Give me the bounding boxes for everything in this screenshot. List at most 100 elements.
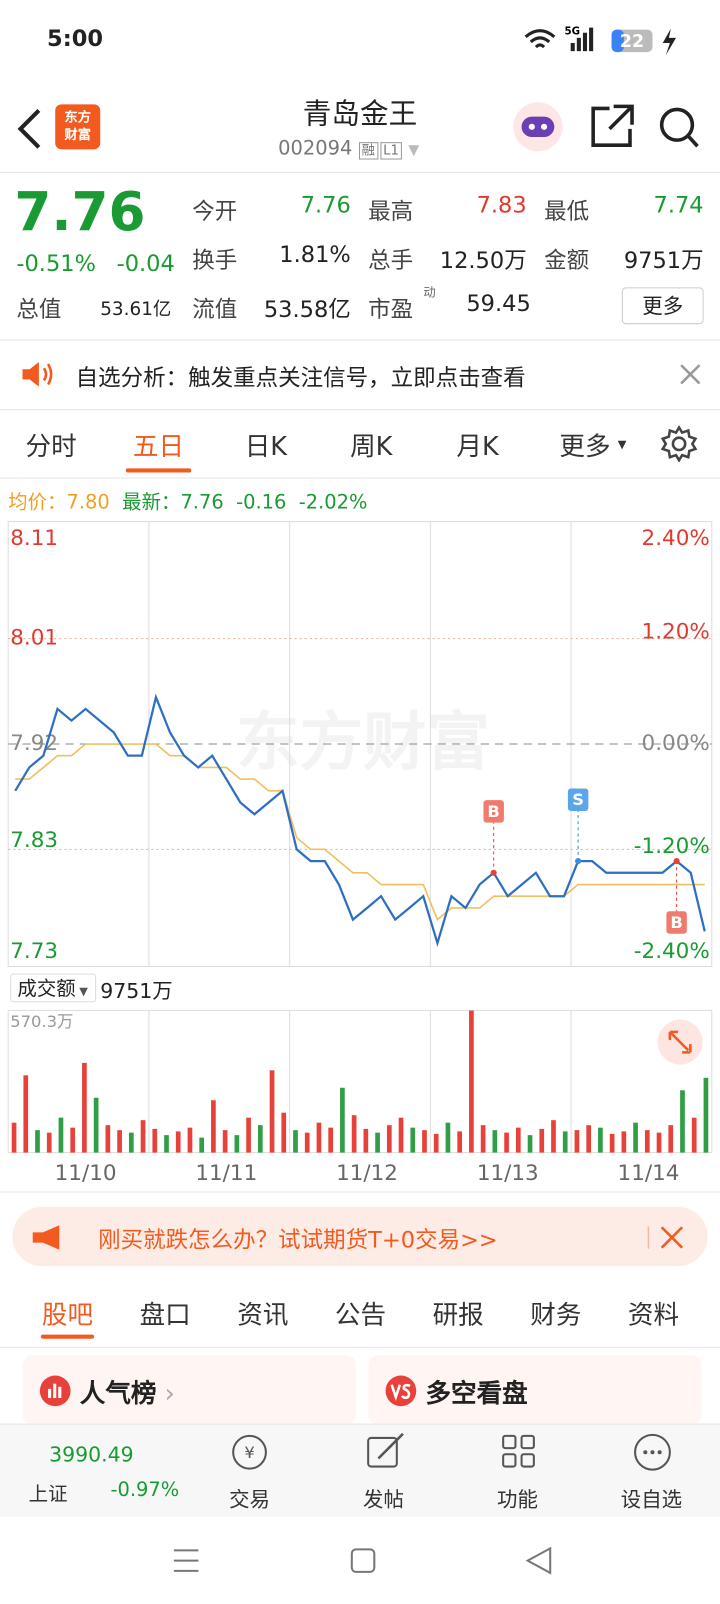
card-title[interactable]: 人气榜 › <box>79 1378 175 1409</box>
field-label: 最低 <box>544 199 590 225</box>
volume-bar <box>469 1010 474 1153</box>
index-name[interactable]: 上证 <box>28 1482 68 1506</box>
volume-bar <box>668 1125 674 1153</box>
volume-bar <box>480 1125 486 1153</box>
index-value[interactable]: 3990.49 <box>49 1442 134 1467</box>
field-value: 7.74 <box>653 193 704 219</box>
logo-text: 东方 <box>64 110 92 126</box>
chart-tab[interactable]: 分时 <box>25 431 77 462</box>
volume-bar <box>598 1127 603 1153</box>
close-notice[interactable] <box>679 363 701 385</box>
field-sup: 动 <box>423 285 436 300</box>
trade-marker <box>567 788 589 811</box>
volume-bar <box>609 1133 615 1153</box>
trade-marker <box>483 800 504 823</box>
volume-bar <box>551 1120 556 1153</box>
rank-icon <box>39 1375 71 1407</box>
volume-bar <box>316 1122 322 1153</box>
volume-bar <box>199 1137 205 1153</box>
nav-item[interactable]: 交易 <box>229 1487 270 1512</box>
volume-bar <box>656 1132 662 1153</box>
volume-bar <box>680 1090 685 1153</box>
y2-tick-label: 0.00% <box>642 731 710 756</box>
chart-tab[interactable]: 周K <box>350 431 393 462</box>
field-label: 今开 <box>192 199 238 225</box>
index-change[interactable]: -0.97% <box>110 1478 180 1502</box>
volume-bar <box>574 1130 580 1153</box>
card-title[interactable]: 多空看盘 <box>425 1378 528 1409</box>
sub-tab[interactable]: 研报 <box>432 1299 484 1330</box>
sub-tab[interactable]: 资讯 <box>237 1299 289 1330</box>
back-button[interactable] <box>14 106 45 151</box>
nav-item[interactable]: 设自选 <box>620 1487 683 1512</box>
sub-tab[interactable]: 公告 <box>334 1299 387 1330</box>
close-ad[interactable] <box>644 1223 685 1252</box>
y-tick-label: 7.92 <box>10 731 58 756</box>
volume-bar <box>375 1132 380 1153</box>
card[interactable] <box>368 1355 702 1425</box>
ad-banner[interactable] <box>12 1206 708 1267</box>
field-value: 1.81% <box>279 242 351 268</box>
volume-bar <box>35 1130 40 1153</box>
volume-bar <box>11 1122 17 1153</box>
card-title-text: 人气榜 <box>79 1378 157 1409</box>
volume-bar <box>515 1127 521 1153</box>
field-label: 流值 <box>192 297 238 324</box>
volume-bar <box>234 1135 240 1153</box>
volume-bar <box>46 1132 52 1153</box>
volume-bar <box>93 1097 99 1153</box>
chart-tab[interactable]: 月K <box>456 431 499 462</box>
tab-indicator <box>40 1334 95 1339</box>
volume-bar <box>527 1135 533 1153</box>
notice-text[interactable]: 自选分析：触发重点关注信号，立即点击查看 <box>75 366 526 392</box>
y-tick-label: 8.11 <box>10 526 58 551</box>
volume-bar <box>304 1132 310 1153</box>
nav-item[interactable]: 发帖 <box>363 1487 404 1512</box>
volume-selector[interactable]: 成交额 ▼ <box>10 973 97 1003</box>
volume-bar <box>410 1127 416 1153</box>
sub-tab[interactable]: 财务 <box>530 1299 582 1330</box>
intraday-chart: 东方财富 8.11 8.01 7.92 7.83 7.73 2.40% 1.20% 0.00%… <box>7 521 713 1186</box>
x-tick-label: 11/14 <box>618 1161 680 1186</box>
svg-text:¥: ¥ <box>244 1443 254 1462</box>
expand-button[interactable] <box>657 1019 704 1066</box>
latest-pct: -2.02% <box>298 490 368 514</box>
y2-tick-label: 1.20% <box>642 620 710 645</box>
card[interactable] <box>22 1355 356 1425</box>
avg-label: 均价： <box>8 490 67 514</box>
volume-bar <box>269 1070 275 1153</box>
y-tick-label: 7.83 <box>10 828 58 853</box>
volume-bar <box>586 1125 592 1153</box>
header-icons[interactable] <box>511 100 705 153</box>
last-price: 7.76 <box>14 182 146 244</box>
chart-tab[interactable]: 日K <box>244 431 288 462</box>
volume-bar <box>105 1125 111 1153</box>
nav-item[interactable]: 功能 <box>497 1487 538 1512</box>
chart-tab[interactable]: 更多 <box>559 431 611 462</box>
volume-bar <box>386 1125 392 1153</box>
sub-tab[interactable]: 盘口 <box>139 1299 191 1330</box>
marker-dot <box>490 869 497 876</box>
field-value: 7.83 <box>476 193 527 219</box>
settings-icon[interactable] <box>660 425 698 463</box>
tab-indicator <box>125 468 192 473</box>
more-button[interactable]: 更多 <box>621 287 704 325</box>
stock-code-row: 002094 融 L1 ▼ <box>278 137 420 160</box>
volume-bar <box>492 1130 498 1153</box>
clock: 5:00 <box>47 26 104 53</box>
volume-bar <box>23 1075 29 1153</box>
volume-bar <box>257 1125 263 1153</box>
nav-icons: ¥ <box>232 1432 671 1471</box>
sub-tab[interactable]: 股吧 <box>41 1299 94 1330</box>
sub-tab[interactable]: 资料 <box>627 1299 680 1330</box>
field-value: 59.45 <box>466 291 531 318</box>
x-tick-label: 11/10 <box>55 1161 117 1186</box>
volume-bar <box>281 1112 287 1153</box>
battery-level: 22 <box>620 32 644 52</box>
speaker-icon <box>22 362 53 387</box>
y2-tick-label: 2.40% <box>642 526 710 551</box>
chart-tab[interactable]: 五日 <box>132 431 185 462</box>
y-tick-label: 7.73 <box>10 939 58 964</box>
chart-info: 均价：7.80 最新：7.76 -0.16 -2.02% <box>8 487 367 515</box>
ad-text[interactable]: 刚买就跌怎么办？试试期货T+0交易>> <box>98 1228 498 1254</box>
